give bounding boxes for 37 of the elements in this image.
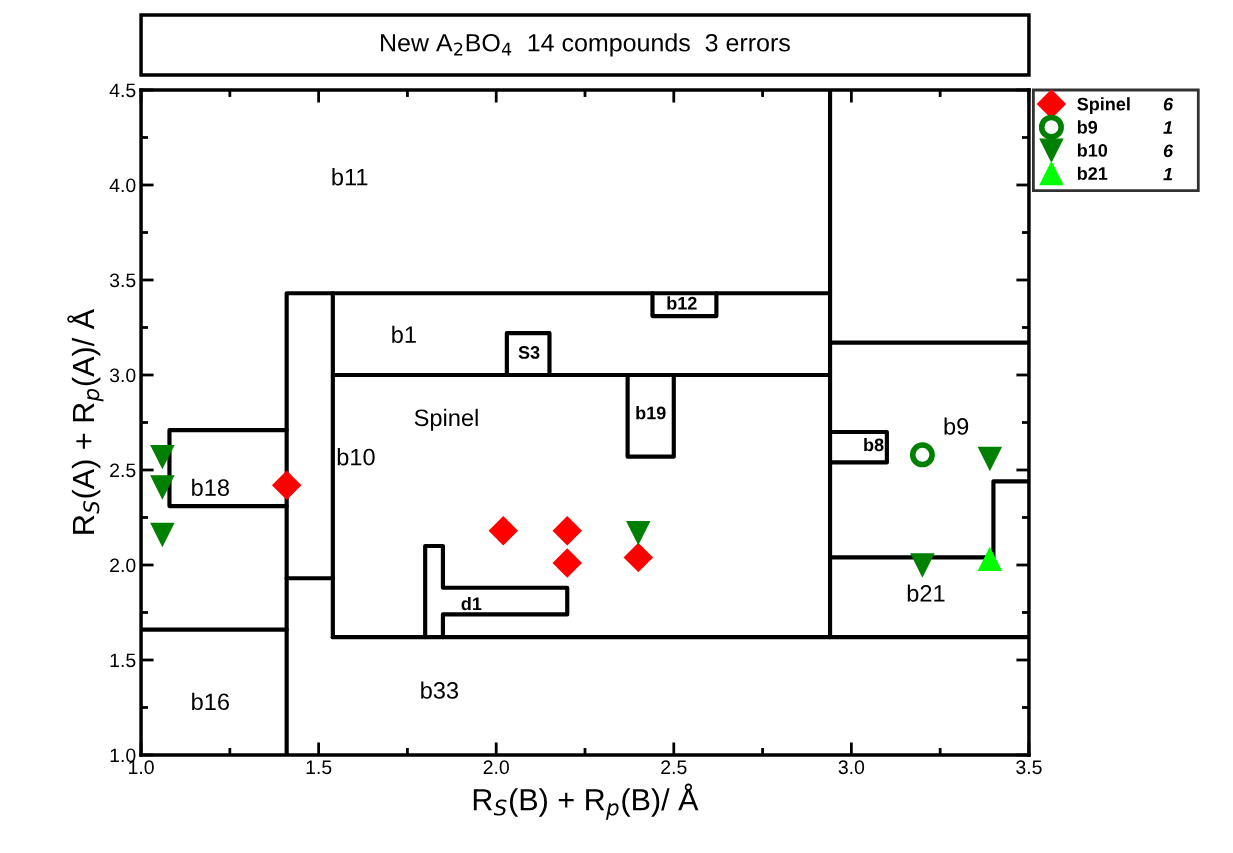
annotation: b16 [192, 692, 229, 711]
legend-label: b10 [1077, 143, 1108, 157]
annotation: b18 [192, 478, 229, 496]
x-tick-label: 3.0 [838, 760, 865, 775]
annotation: b8 [864, 438, 884, 452]
x-tick-label: 3.5 [1016, 760, 1042, 775]
x-tick-label: 2.0 [483, 760, 509, 775]
text: 1 [1163, 167, 1173, 181]
annotation: b10 [337, 448, 375, 466]
text: 6 [1163, 144, 1174, 158]
annotation: b33 [421, 681, 459, 699]
x-tick-label: 2.5 [661, 760, 687, 775]
y-tick-label: 3.5 [109, 273, 136, 288]
annotation: S3 [518, 346, 540, 359]
annotation: Spinel [414, 408, 478, 431]
y-tick-label: 4.5 [109, 83, 136, 98]
legend-label: Spinel [1077, 97, 1130, 115]
y-tick-label: 1.5 [110, 653, 136, 668]
annotation: d1 [461, 596, 482, 611]
legend-label: b21 [1077, 166, 1108, 180]
annotation: b1 [392, 325, 416, 344]
y-tick-label: 3.0 [109, 368, 136, 383]
y-tick-label: 2.5 [110, 463, 136, 478]
text: 6 [1163, 97, 1174, 111]
chart-title: New A$_{2}$BO$_{4}$ 14 compounds 3 errors [381, 33, 790, 57]
y-tick-label: 2.0 [110, 558, 136, 573]
text: 1 [1163, 121, 1173, 134]
x-axis-title: R$_{S}$(B) + R$_{p}$(B)/ Å [473, 783, 699, 820]
legend-label: b9 [1077, 120, 1098, 134]
annotation: b12 [667, 296, 697, 310]
annotation: b9 [944, 417, 969, 435]
x-tick-label: 1.5 [306, 760, 332, 775]
y-tick-label: 4.0 [109, 178, 136, 193]
annotation: b21 [907, 584, 945, 602]
annotation: b19 [636, 406, 666, 420]
y-axis-title: R$_{S}$(A) + R$_{p}$(A)/ Å [67, 309, 104, 534]
annotation: b11 [332, 168, 368, 186]
